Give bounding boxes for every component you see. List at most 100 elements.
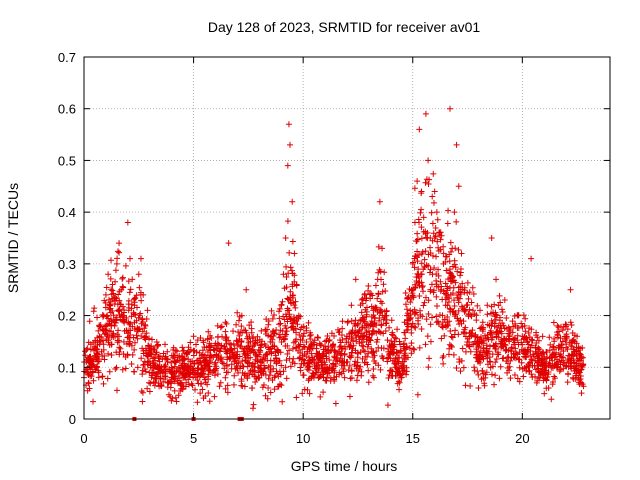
data-point (271, 357, 278, 364)
data-point (113, 387, 120, 394)
data-point (138, 333, 145, 340)
data-point (332, 357, 339, 364)
data-point (113, 260, 120, 267)
data-point (489, 334, 496, 341)
data-point (379, 288, 386, 295)
data-point (119, 283, 126, 290)
data-point (497, 322, 504, 329)
data-point (501, 297, 508, 304)
data-point (449, 273, 456, 280)
data-point (231, 354, 238, 361)
data-point (257, 349, 264, 356)
data-point (375, 344, 382, 351)
data-point (400, 353, 407, 360)
data-point (380, 355, 387, 362)
data-point (130, 334, 137, 341)
data-point (286, 355, 293, 362)
data-point (305, 319, 312, 326)
data-point (368, 318, 375, 325)
data-point (440, 250, 447, 257)
data-point (442, 280, 449, 287)
data-point (265, 321, 272, 328)
data-point (226, 353, 233, 360)
data-point (134, 326, 141, 333)
data-point (384, 402, 391, 409)
data-point (466, 289, 473, 296)
data-point (437, 278, 444, 285)
data-point (321, 359, 328, 366)
data-point (94, 353, 101, 360)
data-point (323, 374, 330, 381)
data-point (447, 284, 454, 291)
data-point (447, 239, 454, 246)
data-point (535, 344, 542, 351)
data-point (399, 370, 406, 377)
data-point (532, 366, 539, 373)
data-point (528, 371, 535, 378)
data-point (155, 342, 162, 349)
data-point (529, 374, 536, 381)
data-point (222, 328, 229, 335)
data-point (545, 361, 552, 368)
data-point (364, 343, 371, 350)
data-point (237, 343, 244, 350)
data-point (197, 390, 204, 397)
data-point (418, 235, 425, 242)
data-point (91, 343, 98, 350)
data-point (249, 335, 256, 342)
data-point (397, 341, 404, 348)
data-point (390, 332, 397, 339)
data-point (175, 392, 182, 399)
data-point (412, 324, 419, 331)
data-point (560, 354, 567, 361)
data-point (134, 335, 141, 342)
data-point (492, 316, 499, 323)
data-point (253, 352, 260, 359)
data-point (192, 386, 199, 393)
data-point (115, 307, 122, 314)
data-point (473, 346, 480, 353)
data-point (449, 245, 456, 252)
data-point (346, 353, 353, 360)
data-point (235, 359, 242, 366)
data-point (95, 358, 102, 365)
data-point (307, 335, 314, 342)
data-point (235, 329, 242, 336)
data-point (201, 364, 208, 371)
data-point (147, 362, 154, 369)
data-point (295, 342, 302, 349)
data-point (274, 370, 281, 377)
data-point (324, 370, 331, 377)
data-point (256, 374, 263, 381)
data-point (408, 340, 415, 347)
data-point (169, 371, 176, 378)
data-point (484, 350, 491, 357)
data-point (484, 355, 491, 362)
data-point (515, 325, 522, 332)
data-point (453, 218, 460, 225)
data-point (457, 289, 464, 296)
data-point (96, 322, 103, 329)
data-point (526, 334, 533, 341)
data-point (278, 302, 285, 309)
data-point (541, 390, 548, 397)
data-point (214, 371, 221, 378)
data-point (284, 351, 291, 358)
data-point (459, 345, 466, 352)
data-point (265, 332, 272, 339)
data-point (446, 345, 453, 352)
data-point (234, 362, 241, 369)
data-point (420, 266, 427, 273)
data-point (414, 258, 421, 265)
data-point (348, 330, 355, 337)
data-point (511, 372, 518, 379)
data-point (195, 380, 202, 387)
data-point (244, 359, 251, 366)
data-point (461, 287, 468, 294)
data-point (496, 314, 503, 321)
data-point (403, 371, 410, 378)
data-point (433, 313, 440, 320)
data-point (296, 343, 303, 350)
data-point (568, 343, 575, 350)
data-point (546, 347, 553, 354)
